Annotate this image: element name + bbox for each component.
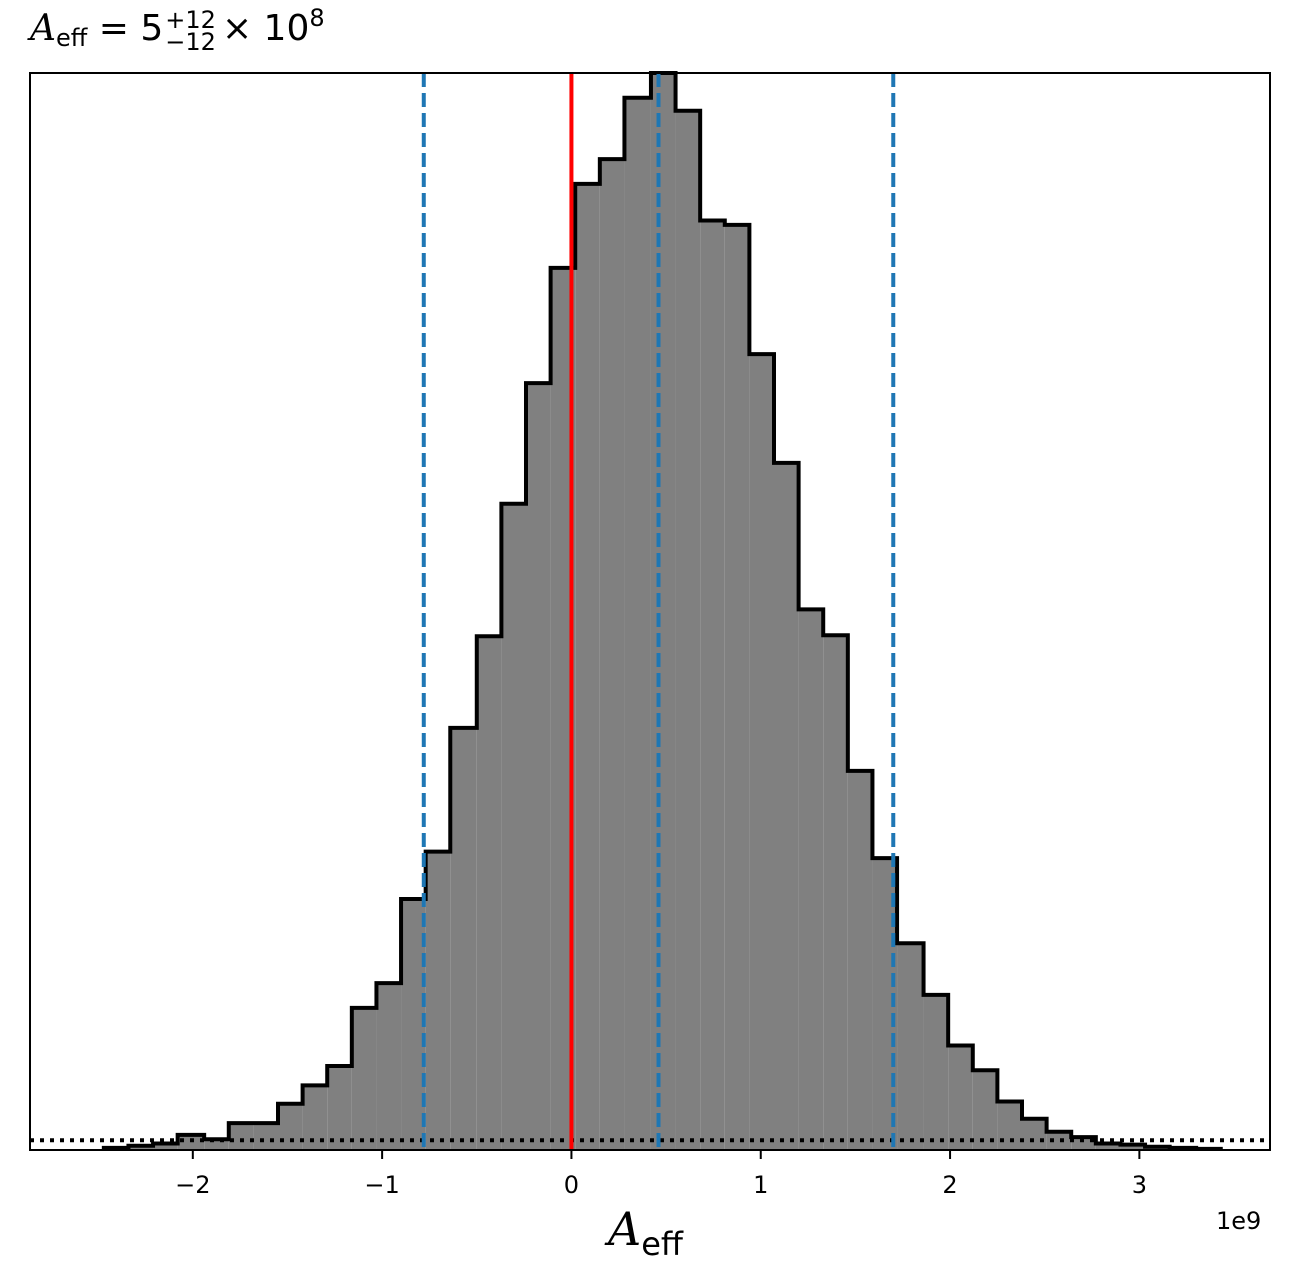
histogram-bar (774, 462, 799, 1150)
histogram-bar (749, 354, 774, 1150)
title-symbol: A (30, 8, 56, 49)
title-error-plus: +12 (165, 6, 216, 34)
histogram-bar (1120, 1144, 1146, 1150)
histogram-bar (1022, 1118, 1047, 1150)
histogram-bar (997, 1101, 1022, 1150)
histogram-bar (798, 609, 824, 1150)
histogram-bar (177, 1134, 205, 1150)
histogram-bar (153, 1143, 178, 1150)
histogram-bar (1095, 1143, 1121, 1150)
histogram-bar (897, 943, 924, 1150)
x-tick-label: 2 (942, 1171, 957, 1199)
histogram-bar (948, 1045, 973, 1150)
chart-title: Aeff = 5 +12 −12 × 108 (30, 4, 325, 56)
title-error-minus: −12 (165, 28, 216, 56)
x-tick-label: 1 (753, 1171, 768, 1199)
histogram-bar (823, 635, 848, 1150)
x-axis-offset-label: 1e9 (1216, 1207, 1262, 1235)
histogram-bar (1071, 1137, 1096, 1150)
x-axis-label-symbol: A (608, 1202, 642, 1256)
histogram-bar (847, 770, 873, 1150)
histogram-bar (972, 1070, 998, 1150)
histogram-bar (650, 73, 676, 1150)
x-tick-label: −1 (364, 1171, 399, 1199)
histogram-bar (351, 1007, 377, 1150)
histogram-bar (253, 1123, 278, 1150)
x-tick-label: 0 (564, 1171, 579, 1199)
histogram-bar (724, 224, 750, 1150)
histogram-bar (278, 1103, 303, 1150)
histogram-bar (476, 636, 502, 1150)
x-axis-label: Aeff (608, 1206, 683, 1260)
histogram-bar (700, 220, 725, 1150)
x-axis-label-subscript: eff (641, 1225, 683, 1263)
x-tick-label: 3 (1132, 1171, 1147, 1199)
title-errors: +12 −12 (165, 6, 216, 56)
plot-frame (29, 72, 1271, 1151)
histogram-bar (1046, 1131, 1072, 1150)
title-exponent: 8 (309, 4, 325, 32)
histogram-bar (923, 994, 949, 1150)
histogram-bar (526, 383, 551, 1150)
histogram-bar (327, 1065, 352, 1150)
histogram-bar (450, 727, 477, 1150)
title-symbol-subscript: eff (56, 24, 88, 52)
histogram-bar (128, 1145, 154, 1150)
histogram-bar (376, 983, 402, 1150)
title-value: = 5 (98, 8, 164, 49)
histogram-bar (624, 97, 651, 1150)
histogram-bar (228, 1123, 254, 1150)
histogram-bar (204, 1139, 229, 1150)
histogram-bar (599, 159, 625, 1150)
histogram-bar (401, 899, 426, 1150)
histogram-bar (501, 503, 526, 1150)
histogram-bar (575, 183, 600, 1150)
x-tick-label: −2 (175, 1171, 210, 1199)
histogram-bar (425, 851, 451, 1150)
title-times: × 10 (221, 8, 310, 49)
histogram-bar (675, 110, 701, 1151)
